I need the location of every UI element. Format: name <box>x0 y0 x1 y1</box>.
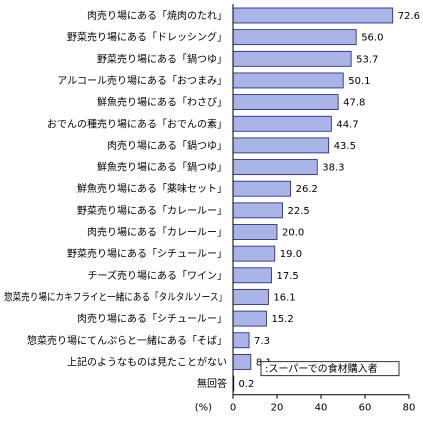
bars <box>232 7 394 392</box>
bar <box>232 159 318 175</box>
bar <box>232 94 339 110</box>
value-label: 19.0 <box>280 249 302 260</box>
category-label: 鮮魚売り場にある「薬味セット」 <box>77 182 227 195</box>
bar <box>232 202 283 219</box>
category-label: 野菜売り場にある「カレールー」 <box>77 204 227 217</box>
value-label: 17.5 <box>277 271 299 282</box>
value-label: 56.0 <box>361 33 383 44</box>
category-label: 肉売り場にある「鍋つゆ」 <box>107 139 227 152</box>
bar <box>232 310 267 327</box>
x-axis-label: (%) <box>195 403 212 414</box>
value-label: 72.6 <box>398 11 420 22</box>
bar <box>232 7 394 24</box>
category-label: チーズ売り場にある「ワイン」 <box>88 269 228 282</box>
category-label: 鮮魚売り場にある「鍋つゆ」 <box>97 161 227 174</box>
bar <box>232 332 250 349</box>
category-label: 野菜売り場にある「ドレッシング」 <box>67 31 227 44</box>
legend-box <box>260 361 400 377</box>
category-label: 野菜売り場にある「鍋つゆ」 <box>97 52 227 65</box>
value-label: 50.1 <box>348 76 370 87</box>
bar <box>232 180 292 197</box>
value-label: 26.2 <box>296 184 318 195</box>
category-label: 肉売り場にある「焼肉のたれ」 <box>87 9 227 22</box>
x-tick-label: 60 <box>359 403 372 414</box>
category-label: 上記のようなものは見たことがない <box>67 355 227 368</box>
value-label: 22.5 <box>288 206 310 217</box>
category-label: 野菜売り場にある「シチュールー」 <box>67 247 227 260</box>
category-label: 無回答 <box>197 377 227 390</box>
x-tick-label: 80 <box>403 403 416 414</box>
legend: :スーパーでの食材購入者 <box>260 361 400 377</box>
value-label: 53.7 <box>356 54 378 65</box>
category-label: おでんの種売り場にある「おでんの素」 <box>47 117 227 130</box>
value-label: 7.3 <box>254 336 270 347</box>
category-label: アルコール売り場にある「おつまみ」 <box>57 74 227 87</box>
x-tick-label: 0 <box>230 403 236 414</box>
bar <box>232 115 332 132</box>
category-label: 肉売り場にある「シチュールー」 <box>77 312 227 325</box>
bar <box>232 50 352 67</box>
bar <box>232 137 330 154</box>
value-label: 38.3 <box>322 163 344 174</box>
x-tick-label: 20 <box>271 403 284 414</box>
bar <box>232 29 357 46</box>
bar <box>232 245 276 262</box>
bar <box>232 353 252 370</box>
value-label: 16.1 <box>273 292 295 303</box>
category-label: 惣菜売り場にカキフライと一緒にある「タルタルソース」 <box>4 290 227 303</box>
x-tick-label: 40 <box>315 403 328 414</box>
category-label: 鮮魚売り場にある「わさび」 <box>97 96 227 109</box>
value-label: 0.2 <box>238 379 254 390</box>
bar <box>232 224 278 240</box>
value-labels: 72.6 56.0 53.7 50.1 47.8 44.7 43.5 38.3 26.2 22.5… <box>238 11 420 390</box>
x-axis: 0 20 40 60 80 (%) <box>195 4 416 414</box>
value-label: 15.2 <box>271 314 293 325</box>
bar <box>232 267 272 284</box>
category-label: 惣菜売り場にてんぷらと一緒にある「そば」 <box>27 334 227 347</box>
value-label: 47.8 <box>343 98 365 109</box>
value-label: 43.5 <box>334 141 356 152</box>
bar <box>232 289 269 305</box>
legend-label: :スーパーでの食材購入者 <box>265 362 378 375</box>
value-label: 44.7 <box>336 119 358 130</box>
bar <box>232 72 344 89</box>
category-label: 肉売り場にある「カレールー」 <box>87 226 227 239</box>
value-label: 20.0 <box>282 228 304 239</box>
category-labels: 肉売り場にある「焼肉のたれ」野菜売り場にある「ドレッシング」野菜売り場にある「鍋… <box>4 9 227 390</box>
